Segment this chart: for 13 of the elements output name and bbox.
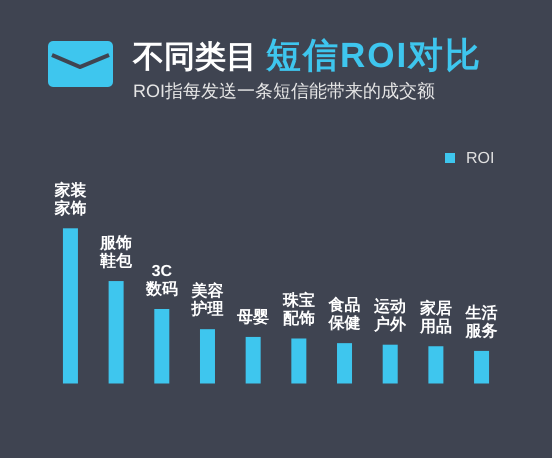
- category-label: 珠宝配饰: [282, 292, 315, 328]
- category-label: 家居用品: [420, 300, 452, 336]
- category-label: 家装家饰: [54, 182, 86, 218]
- category-label: 美容护理: [191, 283, 224, 318]
- subtitle: ROI指每发送一条短信能带来的成交额: [133, 81, 436, 101]
- category-label: 食品保健: [328, 297, 361, 332]
- category-label: 运动户外: [374, 298, 406, 334]
- category-label: 生活服务: [466, 304, 498, 340]
- category-label: 3C数码: [146, 263, 178, 298]
- legend-label: ROI: [466, 150, 494, 167]
- category-label: 服饰鞋包: [100, 235, 132, 270]
- title: 不同类目短信ROI对比: [133, 36, 482, 75]
- category-label: 母婴: [237, 308, 270, 326]
